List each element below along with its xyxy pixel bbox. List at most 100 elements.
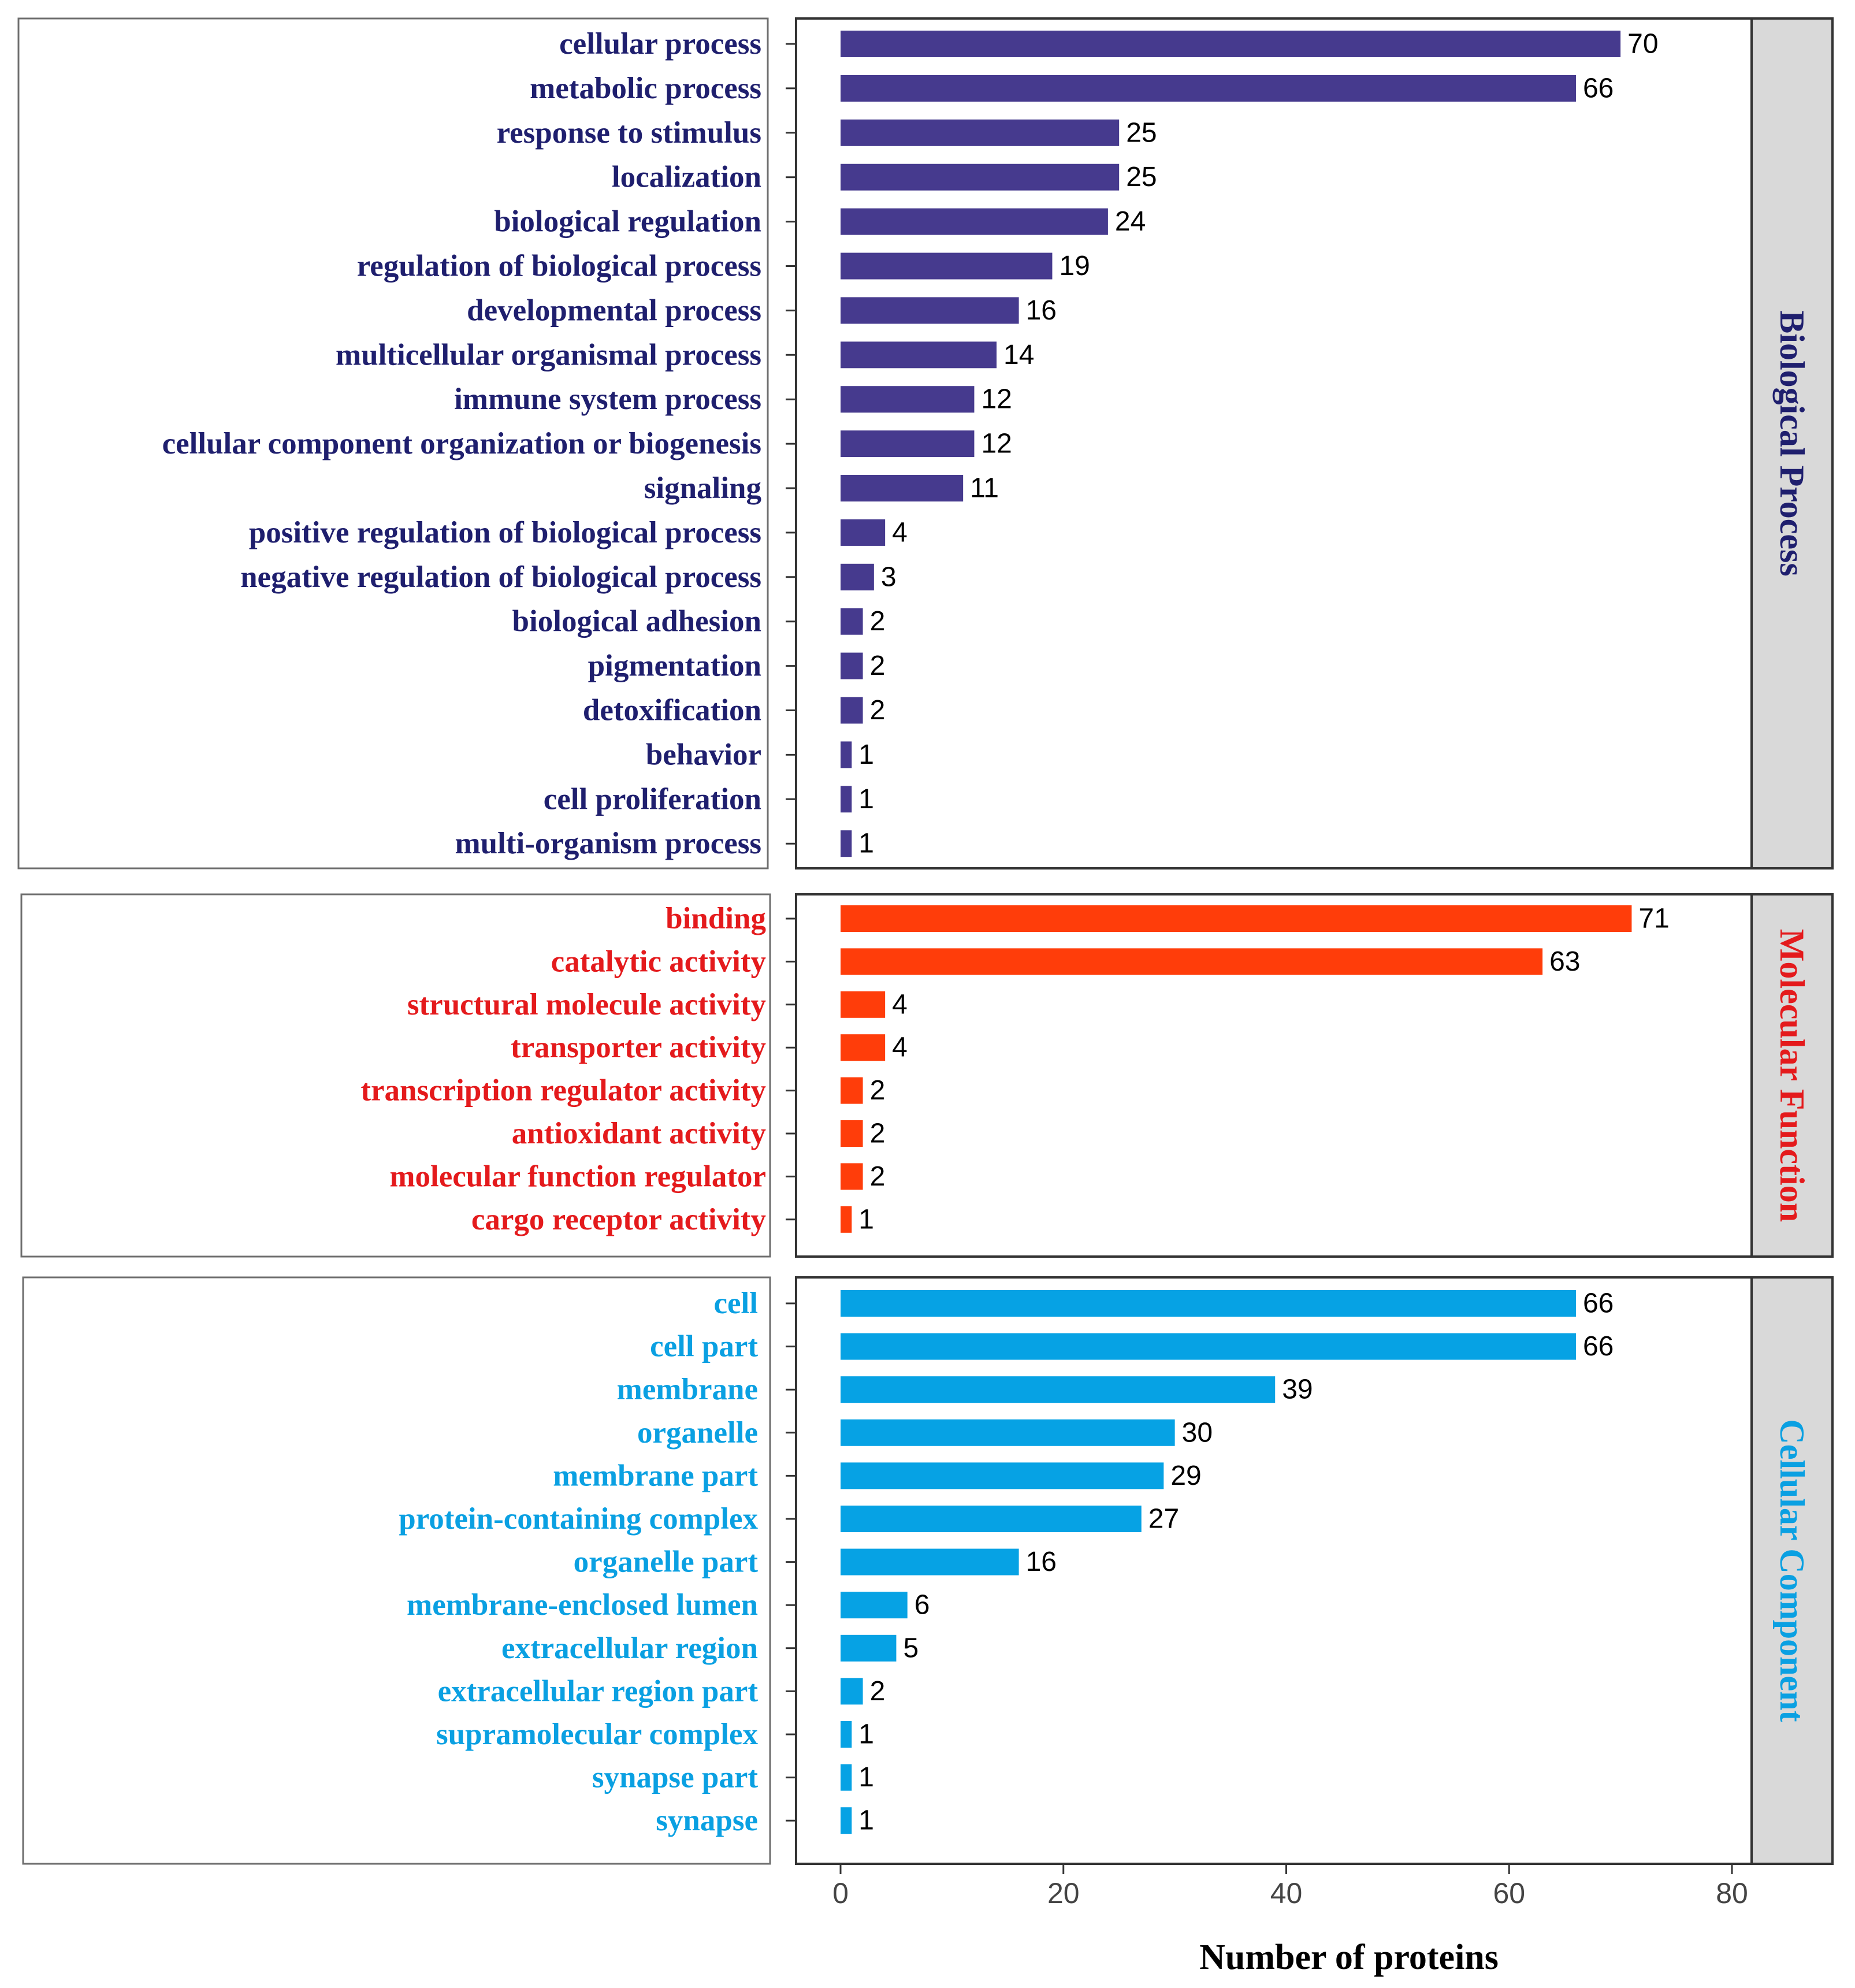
value-label: 1 — [858, 1805, 874, 1836]
value-label: 24 — [1115, 206, 1146, 237]
category-label: transporter activity — [511, 1031, 766, 1064]
bar — [841, 519, 886, 546]
value-label: 25 — [1126, 117, 1157, 148]
bar — [841, 1721, 852, 1748]
category-label: catalytic activity — [551, 945, 766, 978]
category-label: extracellular region part — [438, 1674, 759, 1708]
value-label: 4 — [892, 989, 908, 1020]
bar — [841, 1120, 863, 1147]
cellular-component-strip — [1750, 1276, 1834, 1865]
value-label: 63 — [1549, 946, 1580, 977]
value-label: 25 — [1126, 162, 1157, 192]
bar — [841, 1678, 863, 1705]
biological-process-label-box — [17, 17, 769, 869]
value-label: 16 — [1026, 1547, 1057, 1577]
bar — [841, 386, 975, 413]
category-label: structural molecule activity — [407, 988, 766, 1021]
value-label: 2 — [870, 1119, 886, 1149]
category-label: signaling — [644, 471, 761, 505]
bar — [841, 1376, 1276, 1403]
value-label: 1 — [858, 740, 874, 770]
bar — [841, 297, 1019, 324]
value-label: 2 — [870, 606, 886, 637]
bar — [841, 1206, 852, 1233]
x-tick-label: 40 — [1270, 1877, 1303, 1909]
category-label: cellular component organization or bioge… — [162, 427, 761, 460]
x-axis-title: Number of proteins — [1199, 1938, 1499, 1977]
molecular-function-strip — [1750, 893, 1834, 1258]
value-label: 4 — [892, 517, 908, 548]
bar — [841, 119, 1120, 146]
category-label: protein-containing complex — [399, 1502, 758, 1536]
bar — [841, 341, 997, 369]
bar — [841, 1034, 886, 1061]
bar — [841, 1077, 863, 1104]
value-label: 2 — [870, 1161, 886, 1192]
molecular-function-label-box — [20, 893, 771, 1258]
value-label: 1 — [858, 1204, 874, 1235]
value-label: 6 — [915, 1590, 930, 1621]
molecular-function-strip-label: Molecular Function — [1773, 929, 1811, 1222]
category-label: multi-organism process — [455, 827, 761, 860]
x-tick-label: 0 — [832, 1877, 849, 1909]
value-label: 39 — [1282, 1374, 1313, 1405]
category-label: multicellular organismal process — [336, 338, 761, 371]
category-label: cell proliferation — [544, 782, 761, 816]
bar — [841, 252, 1053, 280]
value-label: 66 — [1583, 73, 1614, 103]
value-label: 2 — [870, 1676, 886, 1707]
biological-process-strip — [1750, 17, 1834, 869]
category-label: biological regulation — [494, 205, 761, 239]
x-tick-label: 20 — [1047, 1877, 1080, 1909]
value-label: 30 — [1182, 1417, 1213, 1448]
x-tick-label: 60 — [1493, 1877, 1525, 1909]
value-label: 12 — [981, 429, 1012, 459]
category-label: developmental process — [467, 293, 761, 327]
value-label: 66 — [1583, 1331, 1614, 1362]
category-label: immune system process — [454, 382, 761, 416]
value-label: 66 — [1583, 1288, 1614, 1319]
cellular-component-strip-label: Cellular Component — [1773, 1420, 1811, 1722]
bar — [841, 1462, 1164, 1489]
category-label: transcription regulator activity — [360, 1074, 766, 1108]
bar — [841, 1290, 1576, 1317]
bar — [841, 1506, 1142, 1532]
bar — [841, 830, 852, 857]
bar — [841, 905, 1632, 932]
category-label: synapse — [656, 1804, 758, 1837]
bar — [841, 475, 964, 501]
category-label: molecular function regulator — [389, 1160, 766, 1193]
bar — [841, 991, 886, 1018]
value-label: 1 — [858, 828, 874, 859]
bar — [841, 1807, 852, 1834]
value-label: 2 — [870, 651, 886, 681]
bar — [841, 208, 1108, 235]
bar — [841, 1764, 852, 1791]
category-label: metabolic process — [530, 72, 761, 105]
value-label: 4 — [892, 1032, 908, 1063]
cellular-component-label-box — [22, 1276, 771, 1865]
bar — [841, 1634, 897, 1662]
value-label: 27 — [1148, 1504, 1179, 1534]
category-label: binding — [666, 902, 766, 935]
value-label: 19 — [1059, 251, 1090, 281]
value-label: 71 — [1638, 904, 1669, 934]
bar — [841, 1419, 1175, 1446]
bar — [841, 697, 863, 724]
bar — [841, 31, 1621, 57]
value-label: 1 — [858, 1762, 874, 1793]
category-label: membrane — [617, 1373, 758, 1406]
bar — [841, 563, 874, 590]
category-label: membrane-enclosed lumen — [407, 1588, 758, 1622]
value-label: 1 — [858, 784, 874, 815]
value-label: 16 — [1026, 295, 1057, 326]
value-label: 29 — [1170, 1461, 1201, 1491]
value-label: 1 — [858, 1719, 874, 1750]
value-label: 12 — [981, 384, 1012, 415]
category-label: supramolecular complex — [436, 1718, 758, 1751]
category-label: negative regulation of biological proces… — [240, 560, 761, 594]
x-tick-label: 80 — [1716, 1877, 1748, 1909]
category-label: pigmentation — [588, 649, 761, 683]
value-label: 11 — [970, 473, 999, 504]
bar — [841, 1592, 908, 1619]
